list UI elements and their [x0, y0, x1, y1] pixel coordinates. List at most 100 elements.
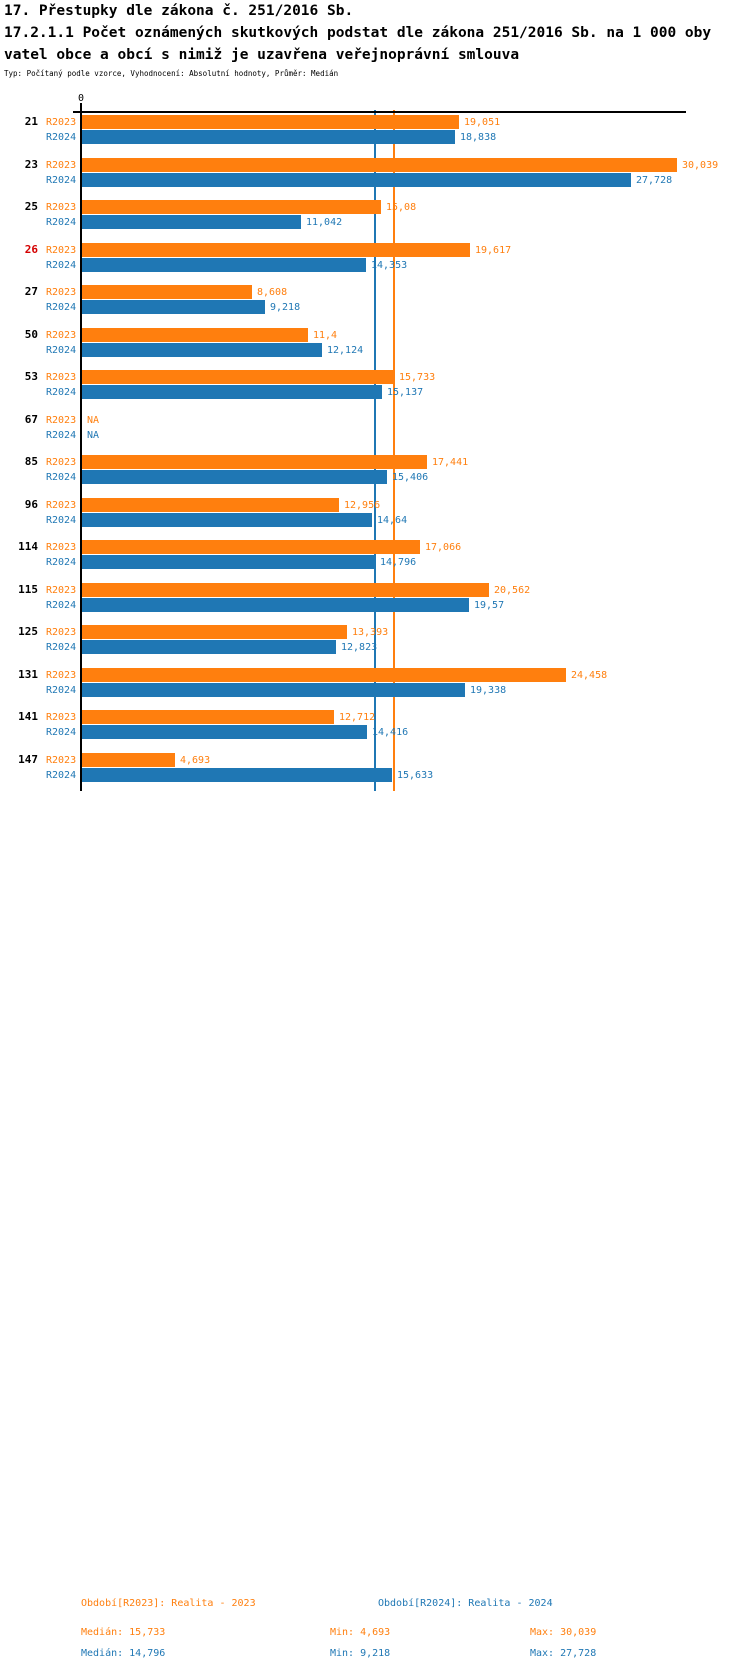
category-label: 27 — [24, 285, 38, 298]
value-label-r2023: 12,712 — [339, 712, 376, 723]
bar-chart: 0 21 R2023 19,051 R2024 18,838 23 R2023 30,039 R… — [0, 0, 750, 800]
value-label-r2023: 19,051 — [464, 117, 501, 128]
category-label: 23 — [24, 157, 38, 171]
bar-r2024 — [82, 470, 387, 484]
series-label-r2024: R2024 — [46, 259, 77, 271]
chart-legend: Období[R2023]: Realita - 2023 Období[R20… — [0, 795, 750, 1659]
series-label-r2023: R2023 — [46, 287, 77, 298]
legend-r2024-median: Medián: 14,796 — [81, 1648, 166, 1659]
series-label-r2023: R2023 — [46, 669, 77, 681]
category-label: 21 — [24, 115, 38, 128]
series-label-r2023: R2023 — [46, 542, 77, 553]
bar-r2023 — [82, 370, 394, 384]
category-label: 26 — [24, 242, 38, 256]
value-label-r2024: 14,416 — [372, 727, 409, 738]
series-label-r2024: R2024 — [46, 132, 77, 143]
series-label-r2023: R2023 — [46, 584, 77, 596]
bar-r2024 — [82, 767, 392, 782]
category-label: 50 — [24, 327, 38, 341]
value-label-r2024: 19,57 — [474, 599, 505, 611]
series-label-r2024: R2024 — [46, 599, 77, 611]
category-label: 114 — [18, 540, 38, 553]
bar-r2024 — [82, 342, 322, 357]
value-label-r2024: 9,218 — [270, 302, 301, 313]
value-label-r2023: 30,039 — [682, 159, 719, 171]
legend-series-r2024: Období[R2024]: Realita - 2024 — [378, 1598, 553, 1609]
category-label: 96 — [24, 497, 38, 511]
value-label-r2023: 20,562 — [494, 584, 531, 596]
bar-r2024 — [82, 172, 631, 187]
value-label-r2023: 15,08 — [386, 202, 417, 213]
series-label-r2024: R2024 — [46, 217, 77, 228]
bar-r2023 — [82, 242, 470, 257]
bar-r2023 — [82, 710, 334, 724]
series-label-r2024: R2024 — [46, 344, 77, 356]
category-label: 131 — [18, 667, 38, 681]
bar-r2024 — [82, 640, 336, 654]
series-label-r2023: R2023 — [46, 712, 77, 723]
series-label-r2024: R2024 — [46, 387, 77, 398]
na-label-r2023: NA — [87, 414, 100, 426]
median-line-r2023 — [393, 110, 395, 791]
series-label-r2024: R2024 — [46, 472, 77, 483]
series-label-r2024: R2024 — [46, 642, 77, 653]
category-label: 85 — [24, 455, 38, 468]
value-label-r2024: 19,338 — [470, 684, 507, 696]
axis-top-line — [73, 111, 686, 113]
value-label-r2023: 19,617 — [475, 244, 512, 256]
report-subtitle-line1: 17.2.1.1 Počet oznámených skutkových pod… — [4, 25, 712, 41]
value-label-r2023: 11,4 — [313, 329, 338, 341]
series-label-r2024: R2024 — [46, 557, 77, 568]
value-label-r2023: 8,608 — [257, 287, 288, 298]
series-label-r2023: R2023 — [46, 202, 77, 213]
value-label-r2023: 17,066 — [425, 542, 462, 553]
bar-r2024 — [82, 257, 366, 272]
bar-r2023 — [82, 200, 381, 214]
category-label: 147 — [18, 752, 38, 766]
value-label-r2023: 12,956 — [344, 499, 381, 511]
bar-r2023 — [82, 497, 339, 512]
series-label-r2023: R2023 — [46, 627, 77, 638]
bar-r2024 — [82, 512, 372, 527]
series-label-r2024: R2024 — [46, 174, 77, 186]
value-label-r2024: 15,137 — [387, 387, 424, 398]
value-label-r2024: 11,042 — [306, 217, 343, 228]
series-label-r2023: R2023 — [46, 159, 77, 171]
series-label-r2024: R2024 — [46, 429, 77, 441]
legend-r2023-min: Min: 4,693 — [330, 1627, 391, 1638]
bar-r2023 — [82, 752, 175, 767]
legend-r2024-min: Min: 9,218 — [330, 1648, 391, 1659]
series-label-r2024: R2024 — [46, 514, 77, 526]
value-label-r2024: 14,353 — [371, 259, 408, 271]
value-label-r2024: 14,64 — [377, 514, 408, 526]
legend-series-r2023: Období[R2023]: Realita - 2023 — [81, 1598, 256, 1609]
series-label-r2023: R2023 — [46, 499, 77, 511]
bar-r2023 — [82, 582, 489, 597]
series-label-r2023: R2023 — [46, 244, 77, 256]
series-label-r2023: R2023 — [46, 372, 77, 383]
bar-r2023 — [82, 285, 252, 299]
bar-r2023 — [82, 157, 677, 172]
category-label: 115 — [18, 582, 38, 596]
value-label-r2024: 15,406 — [392, 472, 429, 483]
category-label: 25 — [24, 200, 38, 213]
legend-r2023-max: Max: 30,039 — [530, 1627, 597, 1638]
value-label-r2024: 27,728 — [636, 174, 673, 186]
bar-r2024 — [82, 725, 367, 739]
bar-r2024 — [82, 555, 375, 569]
bar-r2024 — [82, 385, 382, 399]
bar-r2023 — [82, 455, 427, 469]
series-label-r2023: R2023 — [46, 329, 77, 341]
series-label-r2024: R2024 — [46, 684, 77, 696]
bar-r2023 — [82, 625, 347, 639]
axis-zero-label: 0 — [77, 93, 85, 104]
legend-r2024-max: Max: 27,728 — [530, 1648, 597, 1659]
category-label: 53 — [24, 370, 38, 383]
series-label-r2023: R2023 — [46, 117, 77, 128]
series-label-r2023: R2023 — [46, 414, 77, 426]
value-label-r2024: 14,796 — [380, 557, 417, 568]
series-label-r2024: R2024 — [46, 302, 77, 313]
series-label-r2023: R2023 — [46, 754, 77, 766]
value-label-r2024: 12,124 — [327, 344, 364, 356]
